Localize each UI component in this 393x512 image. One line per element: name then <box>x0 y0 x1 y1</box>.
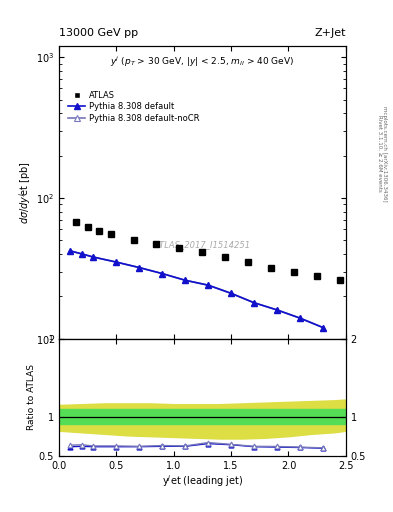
Legend: ATLAS, Pythia 8.308 default, Pythia 8.308 default-noCR: ATLAS, Pythia 8.308 default, Pythia 8.30… <box>66 88 202 125</box>
Text: mcplots.cern.ch [arXiv:1306.3436]: mcplots.cern.ch [arXiv:1306.3436] <box>382 106 387 201</box>
Y-axis label: Ratio to ATLAS: Ratio to ATLAS <box>27 364 36 430</box>
Text: Rivet 3.1.10, ≥ 2.6M events: Rivet 3.1.10, ≥ 2.6M events <box>377 115 382 192</box>
Y-axis label: $d\sigma/dy^{j}\!$et [pb]: $d\sigma/dy^{j}\!$et [pb] <box>17 161 33 224</box>
Text: Z+Jet: Z+Jet <box>314 28 346 38</box>
Text: ATLAS_2017_I1514251: ATLAS_2017_I1514251 <box>154 241 250 249</box>
X-axis label: y$^{j}$et (leading jet): y$^{j}$et (leading jet) <box>162 473 243 489</box>
Text: 13000 GeV pp: 13000 GeV pp <box>59 28 138 38</box>
Text: $y^{j}$ ($p_{T}$ > 30 GeV, |$y$| < 2.5, $m_{ll}$ > 40 GeV): $y^{j}$ ($p_{T}$ > 30 GeV, |$y$| < 2.5, … <box>110 55 294 69</box>
